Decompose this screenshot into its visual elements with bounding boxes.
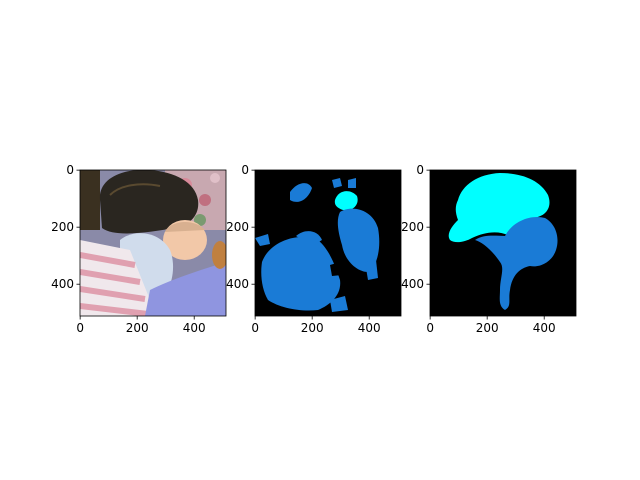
y-tick-label: 0 [241, 163, 249, 177]
x-tick-label: 400 [533, 321, 556, 335]
y-tick-label: 200 [51, 220, 74, 234]
x-tick-label: 200 [476, 321, 499, 335]
ground-truth-frame [429, 169, 577, 317]
y-tick-label: 400 [51, 277, 74, 291]
photo-frame [79, 169, 227, 317]
x-tick-label: 0 [426, 321, 434, 335]
prediction-frame [254, 169, 402, 317]
ground-truth-mask-image [430, 170, 576, 316]
prediction-mask-image [255, 170, 401, 316]
y-tick-label: 0 [416, 163, 424, 177]
axes-ticks: 0 200 400 0 200 400 0 200 400 0 200 400 0 200 400 0 200 4… [51, 163, 556, 335]
x-tick-label: 0 [251, 321, 259, 335]
x-tick-label: 200 [126, 321, 149, 335]
prediction-panel [254, 169, 402, 317]
y-tick-label: 200 [401, 220, 424, 234]
x-tick-label: 0 [76, 321, 84, 335]
y-tick-label: 400 [226, 277, 249, 291]
ground-truth-panel [429, 169, 577, 317]
x-tick-label: 200 [301, 321, 324, 335]
photo-image [80, 170, 226, 316]
x-tick-label: 400 [183, 321, 206, 335]
photo-panel [79, 169, 227, 317]
x-tick-label: 400 [358, 321, 381, 335]
y-tick-label: 0 [66, 163, 74, 177]
y-tick-label: 400 [401, 277, 424, 291]
y-tick-label: 200 [226, 220, 249, 234]
